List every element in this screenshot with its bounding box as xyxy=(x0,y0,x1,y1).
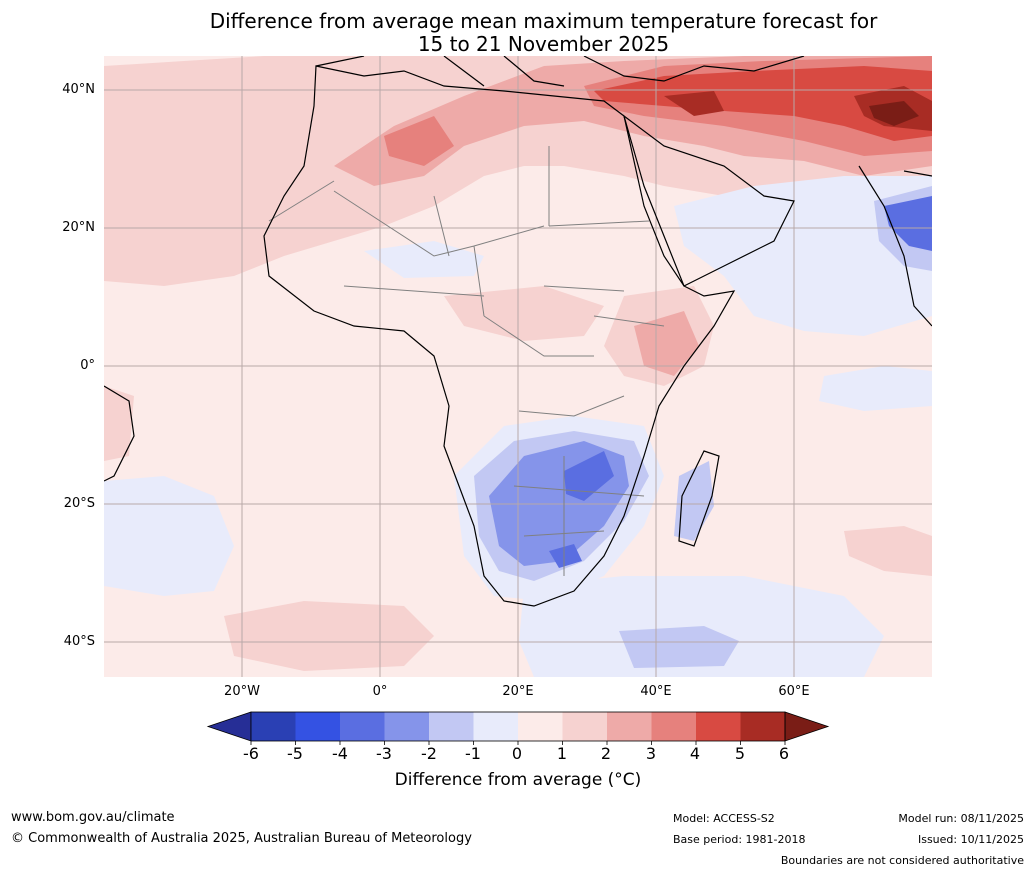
map-title-line2: 15 to 21 November 2025 xyxy=(417,32,670,56)
colorbar-tick: 2 xyxy=(600,744,612,763)
model-info: Model: ACCESS-S2 xyxy=(673,812,775,825)
colorbar-tick: 4 xyxy=(689,744,701,763)
colorbar-segment xyxy=(696,712,741,741)
warm-band-north-3 xyxy=(384,116,454,166)
copyright-text: © Commonwealth of Australia 2025, Austra… xyxy=(11,831,472,846)
cool-south-blob xyxy=(619,626,739,668)
madagascar-coast xyxy=(678,450,720,547)
cool-atlantic xyxy=(104,476,234,596)
warm-band-north-6 xyxy=(664,86,932,131)
model-run-info: Model run: 08/11/2025 xyxy=(898,812,1024,825)
colorbar-segment xyxy=(340,712,385,741)
lon-label-20w: 20°W xyxy=(224,684,260,699)
colorbar-tick: 5 xyxy=(734,744,746,763)
colorbar-segment xyxy=(295,712,340,741)
graticule xyxy=(104,56,932,677)
colorbar-arrow-high xyxy=(784,711,830,742)
website-link[interactable]: www.bom.gov.au/climate xyxy=(11,810,175,825)
cool-arabian-sea xyxy=(674,176,932,336)
colorbar-segment xyxy=(740,712,785,741)
lat-label-40s: 40°S xyxy=(63,634,95,649)
cool-india-2 xyxy=(884,196,932,251)
warm-band-north-5 xyxy=(594,66,932,141)
colorbar-tick: -5 xyxy=(287,744,303,763)
colorbar-label: Difference from average (°C) xyxy=(394,770,642,790)
colorbar-tick: -4 xyxy=(332,744,348,763)
colorbar-segment xyxy=(473,712,518,741)
coastlines xyxy=(104,56,932,607)
colorbar-tick: 1 xyxy=(556,744,568,763)
colorbar-tick: -3 xyxy=(376,744,392,763)
colorbar-tick: -6 xyxy=(243,744,259,763)
arabia-coast xyxy=(623,114,795,287)
colorbar-segment xyxy=(607,712,652,741)
cool-anomaly-layer xyxy=(104,176,932,677)
warm-east-africa-2 xyxy=(634,311,699,376)
colorbar-segment xyxy=(429,712,474,741)
issued-info: Issued: 10/11/2025 xyxy=(917,833,1024,846)
colorbar-tick: -1 xyxy=(465,744,481,763)
lon-label-0: 0° xyxy=(372,684,388,699)
colorbar-tick: 3 xyxy=(645,744,657,763)
colorbar-segment xyxy=(384,712,429,741)
colorbar-outline xyxy=(250,711,786,742)
colorbar-tick: 0 xyxy=(511,744,523,763)
lon-label-20e: 20°E xyxy=(502,684,534,699)
map-title-line1: Difference from average mean maximum tem… xyxy=(209,9,878,33)
cool-sahel xyxy=(364,241,484,278)
base-period-info: Base period: 1981-2018 xyxy=(673,833,806,846)
south-america-coast xyxy=(104,385,135,482)
cool-madagascar xyxy=(674,461,714,541)
colorbar-segment xyxy=(651,712,696,741)
country-borders xyxy=(268,146,665,576)
cool-indian-east xyxy=(819,366,932,411)
africa-coast xyxy=(263,65,736,607)
lat-label-20s: 20°S xyxy=(63,496,95,511)
colorbar-tick: 6 xyxy=(778,744,790,763)
forecast-map xyxy=(104,56,932,677)
colorbar-segment xyxy=(251,712,296,741)
warm-sw-blob xyxy=(104,386,134,461)
boundaries-disclaimer: Boundaries are not considered authoritat… xyxy=(780,854,1024,867)
warm-indian-ocean xyxy=(844,526,932,576)
lon-label-60e: 60°E xyxy=(778,684,810,699)
lat-label-0: 0° xyxy=(80,358,95,373)
warm-central xyxy=(444,286,604,341)
colorbar-segment xyxy=(562,712,607,741)
warm-band-north-7 xyxy=(869,101,919,126)
colorbar-tick: -2 xyxy=(421,744,437,763)
india-coast xyxy=(858,165,932,327)
colorbar-arrow-low xyxy=(206,711,252,742)
lat-label-20n: 20°N xyxy=(62,220,95,235)
lat-label-40n: 40°N xyxy=(62,82,95,97)
lon-label-40e: 40°E xyxy=(640,684,672,699)
cool-southern-africa-4 xyxy=(549,451,614,568)
colorbar-segment xyxy=(518,712,563,741)
europe-coast xyxy=(315,56,805,87)
warm-south-atlantic xyxy=(224,601,434,671)
